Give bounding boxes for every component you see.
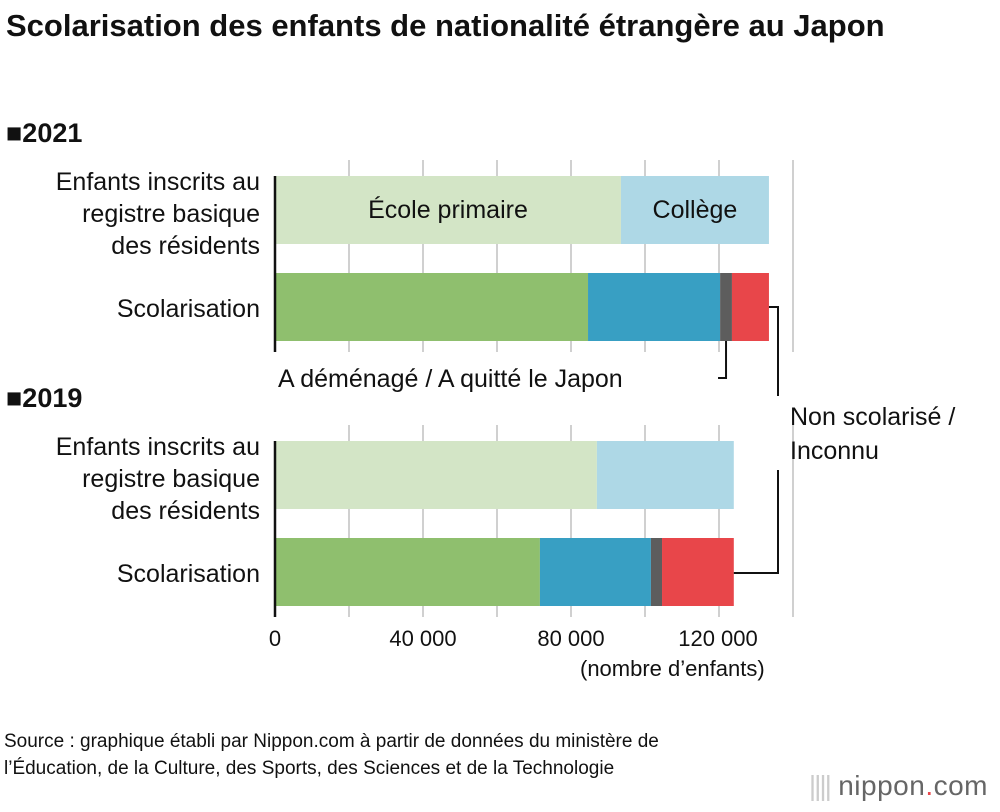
x-axis-label: (nombre d’enfants) (580, 656, 765, 681)
bar-label-college: Collège (652, 196, 738, 224)
x-tick-label: 40 000 (389, 626, 457, 651)
bar-segment (596, 441, 734, 509)
bar-segment (620, 176, 769, 244)
logo-dot: . (925, 770, 934, 801)
bar-segment (662, 538, 734, 606)
bar-segment (720, 273, 732, 341)
source-note: Source : graphique établi par Nippon.com… (4, 731, 659, 779)
x-tick-label: 80 000 (537, 626, 605, 651)
leader-line-moved (718, 341, 728, 379)
line: registre basique (82, 200, 260, 228)
line: Inconnu (790, 437, 879, 465)
logo-text: nippon (838, 770, 926, 801)
chart-title: Scolarisation des enfants de nationalité… (6, 8, 885, 43)
bar-segment (539, 538, 651, 606)
year-2019-heading: ■2019 (6, 383, 83, 413)
line: Enfants inscrits au (55, 433, 260, 461)
leader-line-not-enrolled (768, 306, 779, 396)
bar-label-ecole-primaire: École primaire (368, 196, 528, 224)
nippon-logo: |||| nippon.com (808, 770, 988, 801)
category-label-registry-2019: Enfants inscrits au registre basique des r… (56, 431, 260, 527)
bar-segment (275, 538, 540, 606)
line: Enfants inscrits au (55, 168, 260, 196)
category-label-scolarisation-2019: Scolarisation (116, 560, 260, 588)
bar-segment (275, 441, 597, 509)
line: des résidents (111, 497, 260, 525)
bar-segment (588, 273, 721, 341)
logo-suffix: com (933, 770, 988, 801)
annotation-moved: A déménagé / A quitté le Japon (278, 362, 626, 396)
leader-line-not-enrolled (733, 470, 779, 574)
bar-segment (275, 176, 621, 244)
category-label-scolarisation-2021: Scolarisation (116, 295, 260, 323)
line: des résidents (111, 232, 260, 260)
line: registre basique (82, 465, 260, 493)
category-label-registry-2021: Enfants inscrits au registre basique des r… (56, 166, 260, 262)
bar-segment (650, 538, 663, 606)
x-tick-label: 0 (268, 626, 282, 651)
bar-segment (731, 273, 769, 341)
bar-segment (275, 273, 589, 341)
year-2021-heading: ■2021 (6, 118, 83, 148)
line: Non scolarisé / (790, 403, 956, 431)
x-tick-label: 120 000 (678, 626, 758, 651)
annotation-not-enrolled: Non scolarisé / Inconnu (790, 400, 955, 468)
